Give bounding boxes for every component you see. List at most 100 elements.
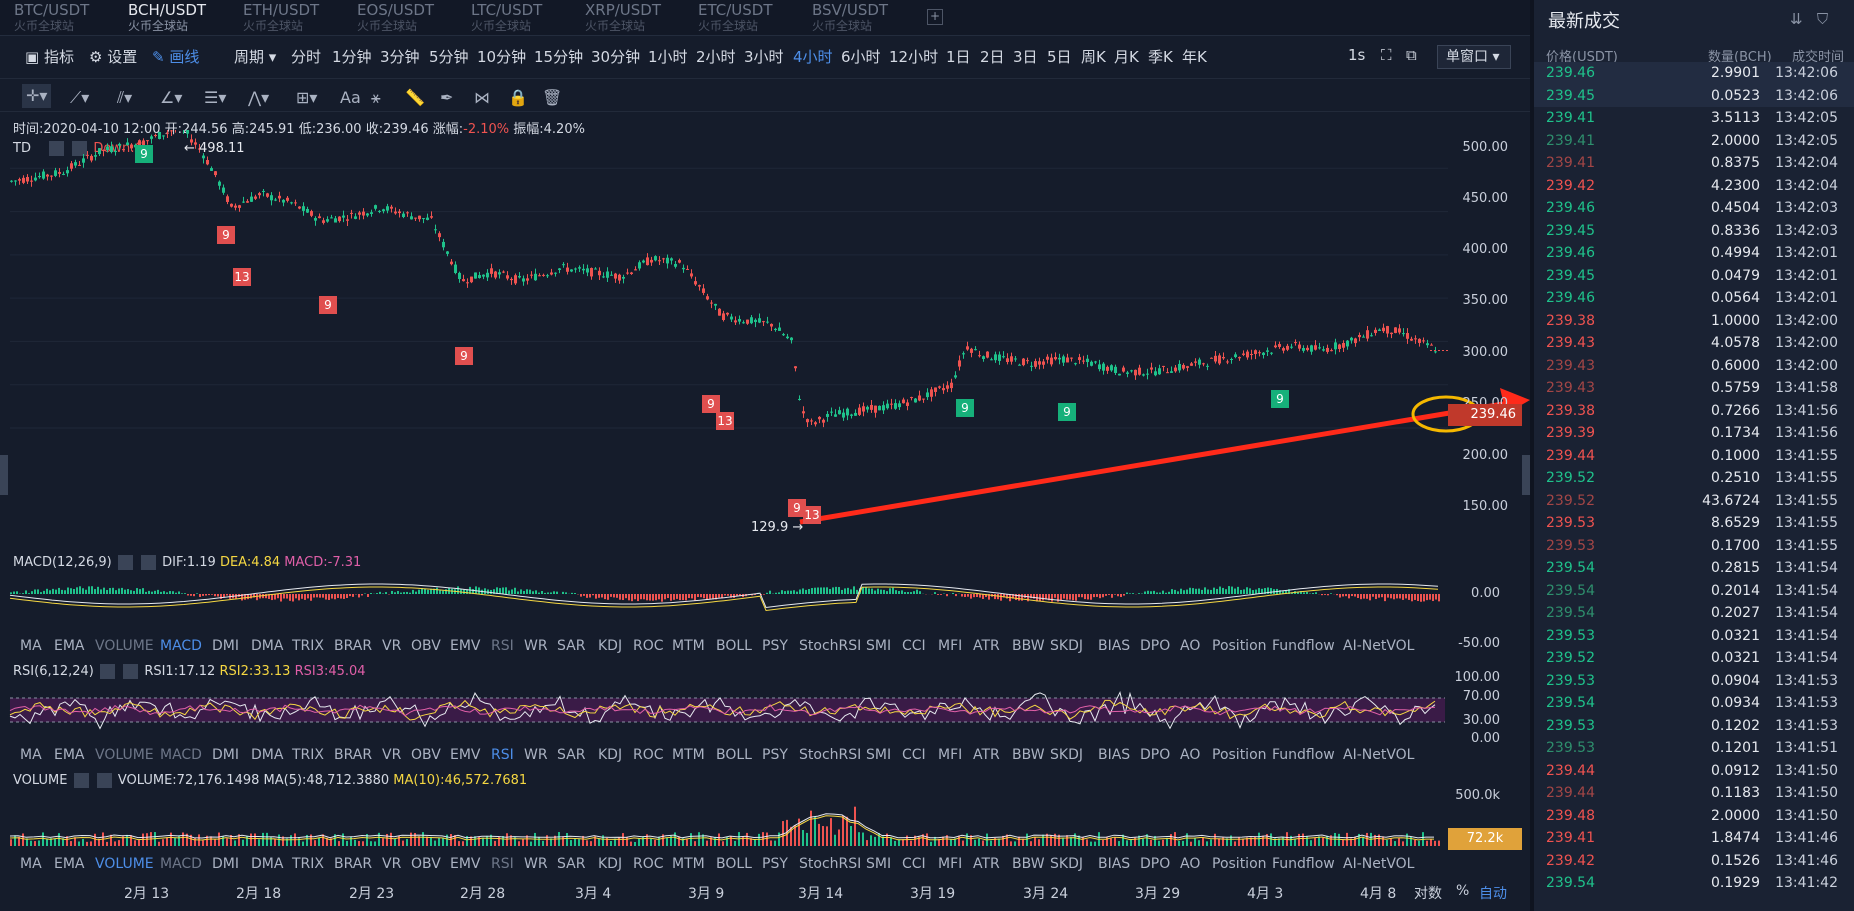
settings-icon[interactable] — [100, 664, 116, 679]
indicator-option[interactable]: StochRSI — [799, 638, 862, 654]
draw-button[interactable]: ✎ 画线 — [152, 48, 200, 66]
indicator-option[interactable]: CCI — [902, 638, 926, 654]
indicator-option[interactable]: BOLL — [716, 856, 752, 872]
indicator-option[interactable]: VR — [382, 638, 402, 654]
indicator-option[interactable]: SAR — [557, 638, 586, 654]
indicator-option[interactable]: CCI — [902, 747, 926, 763]
period-option[interactable]: 15分钟 — [534, 48, 584, 66]
period-option[interactable]: 周K — [1081, 48, 1106, 66]
period-option[interactable]: 3日 — [1013, 48, 1038, 66]
angle-tool-icon[interactable]: ∠▾ — [160, 88, 183, 107]
indicator-option[interactable]: MFI — [938, 747, 963, 763]
indicator-option[interactable]: RSI — [491, 638, 514, 654]
indicator-option[interactable]: Fundflow — [1272, 747, 1335, 763]
period-option[interactable]: 5分钟 — [429, 48, 469, 66]
indicator-option[interactable]: DMI — [212, 856, 239, 872]
tab-etc-usdt[interactable]: ETC/USDT 火币全球站 — [698, 2, 812, 34]
indicator-option[interactable]: Position — [1212, 638, 1267, 654]
indicator-option[interactable]: EMV — [450, 747, 481, 763]
panel-divider[interactable] — [1530, 0, 1534, 911]
indicator-option[interactable]: ROC — [633, 856, 664, 872]
crosshair-tool-icon[interactable]: ✛▾ — [22, 84, 52, 108]
candlestick-chart[interactable] — [0, 130, 1530, 550]
tab-eos-usdt[interactable]: EOS/USDT 火币全球站 — [357, 2, 471, 34]
indicator-option[interactable]: SKDJ — [1050, 638, 1083, 654]
indicator-option[interactable]: RSI — [491, 856, 514, 872]
indicator-option[interactable]: MACD — [160, 856, 202, 872]
indicator-option[interactable]: EMV — [450, 856, 481, 872]
indicator-option[interactable]: TRIX — [292, 747, 324, 763]
magnet-tool-icon[interactable]: ⋈ — [474, 88, 490, 107]
indicator-option[interactable]: Position — [1212, 747, 1267, 763]
indicator-option[interactable]: BRAR — [334, 856, 373, 872]
period-option[interactable]: 年K — [1182, 48, 1207, 66]
percent-scale-toggle[interactable]: % — [1456, 883, 1470, 899]
settings-button[interactable]: ⚙ 设置 — [89, 48, 138, 66]
indicator-option[interactable]: Position — [1212, 856, 1267, 872]
period-option[interactable]: 季K — [1148, 48, 1173, 66]
indicator-option[interactable]: BIAS — [1098, 638, 1131, 654]
indicator-option[interactable]: ATR — [973, 638, 1000, 654]
indicator-option[interactable]: MACD — [160, 638, 202, 654]
sort-icon[interactable]: ⇊ — [1790, 10, 1803, 28]
indicator-option[interactable]: BRAR — [334, 747, 373, 763]
volume-chart[interactable] — [0, 786, 1450, 852]
popout-icon[interactable]: ⧉ — [1406, 46, 1417, 64]
indicator-option[interactable]: OBV — [411, 638, 441, 654]
indicator-option[interactable]: DPO — [1140, 856, 1171, 872]
indicator-option[interactable]: MTM — [672, 638, 705, 654]
indicator-option[interactable]: BIAS — [1098, 856, 1131, 872]
indicator-option[interactable]: TRIX — [292, 856, 324, 872]
period-option[interactable]: 12小时 — [889, 48, 939, 66]
indicator-option[interactable]: DMI — [212, 747, 239, 763]
indicator-option[interactable]: KDJ — [598, 747, 623, 763]
trend-line-tool-icon[interactable]: ⟋▾ — [70, 88, 90, 107]
macd-chart[interactable] — [0, 570, 1450, 635]
window-mode-dropdown[interactable]: 单窗口 ▾ — [1437, 45, 1511, 69]
indicator-option[interactable]: MFI — [938, 856, 963, 872]
filter-icon[interactable]: ⛉ — [1816, 10, 1829, 28]
indicator-option[interactable]: MTM — [672, 856, 705, 872]
indicator-option[interactable]: Fundflow — [1272, 638, 1335, 654]
settings-icon[interactable] — [73, 773, 89, 788]
text-tool-icon[interactable]: Aa — [340, 88, 361, 107]
indicator-option[interactable]: ROC — [633, 747, 664, 763]
period-option[interactable]: 1小时 — [648, 48, 688, 66]
auto-scale-toggle[interactable]: 自动 — [1479, 886, 1507, 902]
indicator-option[interactable]: Fundflow — [1272, 856, 1335, 872]
indicator-option[interactable]: PSY — [762, 856, 788, 872]
indicator-option[interactable]: AO — [1180, 747, 1201, 763]
indicator-option[interactable]: AO — [1180, 856, 1201, 872]
rsi-chart[interactable] — [0, 677, 1450, 744]
period-option[interactable]: 10分钟 — [477, 48, 527, 66]
tab-bsv-usdt[interactable]: BSV/USDT 火币全球站 — [812, 2, 926, 34]
indicator-option[interactable]: AI-NetVOL — [1343, 747, 1415, 763]
indicator-option[interactable]: ATR — [973, 856, 1000, 872]
indicator-option[interactable]: VOLUME — [95, 856, 154, 872]
tab-eth-usdt[interactable]: ETH/USDT 火币全球站 — [243, 2, 357, 34]
indicator-option[interactable]: DMA — [251, 747, 284, 763]
indicator-option[interactable]: WR — [524, 747, 548, 763]
indicator-option[interactable]: BIAS — [1098, 747, 1131, 763]
settings-icon[interactable] — [117, 555, 133, 570]
indicator-option[interactable]: KDJ — [598, 638, 623, 654]
indicator-option[interactable]: DPO — [1140, 747, 1171, 763]
indicator-option[interactable]: EMV — [450, 638, 481, 654]
indicator-option[interactable]: TRIX — [292, 638, 324, 654]
parallel-line-tool-icon[interactable]: ⫽▾ — [117, 88, 133, 107]
indicator-option[interactable]: BBW — [1012, 856, 1045, 872]
add-tab-button[interactable]: + — [927, 9, 943, 25]
tab-btc-usdt[interactable]: BTC/USDT 火币全球站 — [14, 2, 128, 34]
indicator-option[interactable]: SKDJ — [1050, 856, 1083, 872]
left-collapse-handle[interactable] — [0, 455, 8, 495]
close-icon[interactable] — [123, 664, 139, 679]
indicator-option[interactable]: MFI — [938, 638, 963, 654]
indicator-option[interactable]: BBW — [1012, 747, 1045, 763]
period-option[interactable]: 1分钟 — [332, 48, 372, 66]
indicator-option[interactable]: EMA — [54, 856, 85, 872]
period-option[interactable]: 2小时 — [696, 48, 736, 66]
period-option[interactable]: 2日 — [980, 48, 1005, 66]
indicator-option[interactable]: VR — [382, 747, 402, 763]
indicator-option[interactable]: EMA — [54, 747, 85, 763]
trash-icon[interactable]: 🗑 — [542, 88, 563, 107]
